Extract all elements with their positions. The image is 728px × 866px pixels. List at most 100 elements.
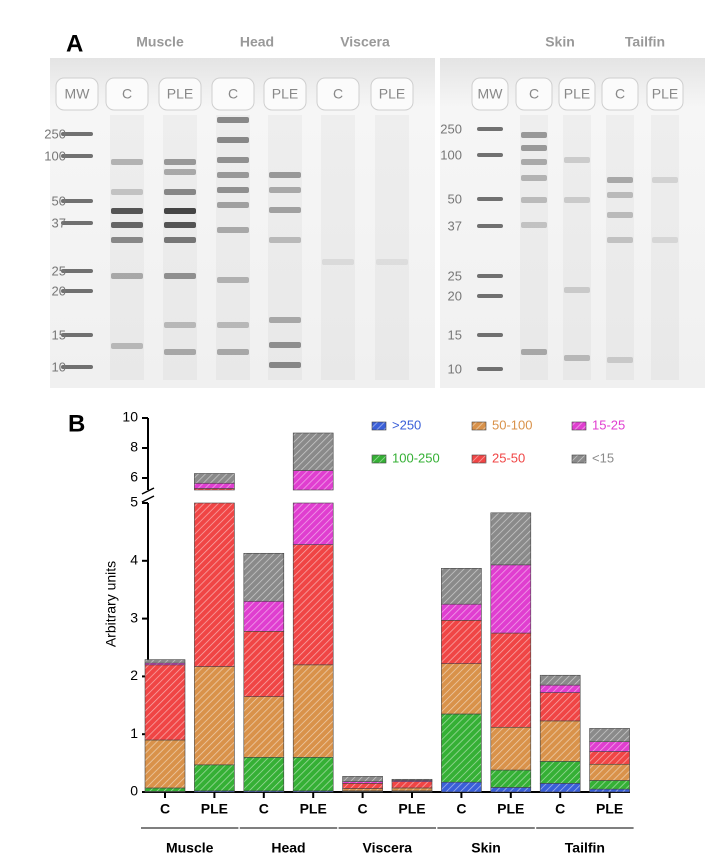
band	[269, 362, 301, 368]
band	[521, 197, 547, 203]
bar-segment	[539, 761, 581, 784]
band	[111, 273, 143, 279]
tissue-label: Head	[240, 34, 274, 50]
band	[217, 322, 249, 328]
axis-break	[141, 487, 155, 495]
band	[269, 317, 301, 323]
bar-segment	[490, 769, 532, 788]
well	[105, 77, 149, 111]
y-tick-label: 2	[130, 667, 138, 683]
band	[164, 159, 196, 165]
well-label: C	[529, 86, 539, 102]
bar-segment	[589, 780, 630, 790]
lane-smear	[321, 115, 355, 380]
bar-segment	[144, 787, 186, 792]
band	[217, 187, 249, 193]
legend-label: <15	[592, 450, 614, 465]
band	[521, 132, 547, 138]
band	[607, 212, 633, 218]
legend-swatch	[471, 454, 487, 464]
bar-segment	[243, 757, 285, 792]
band	[111, 222, 143, 228]
band	[61, 289, 93, 293]
bar-segment	[342, 776, 383, 782]
band	[607, 357, 633, 363]
band	[61, 333, 93, 337]
marker-label: 37	[52, 215, 66, 230]
legend-label: 50-100	[492, 417, 532, 432]
y-tick-label: 4	[130, 552, 138, 568]
bar-segment	[539, 720, 581, 762]
band	[521, 159, 547, 165]
well	[471, 77, 509, 111]
well-label: PLE	[167, 86, 193, 102]
lane-smear	[216, 115, 250, 380]
marker-label: 50	[448, 191, 462, 206]
band	[564, 197, 590, 203]
band	[477, 333, 503, 337]
well-label: C	[333, 86, 343, 102]
legend-swatch	[571, 454, 587, 464]
marker-label: 100	[44, 148, 66, 163]
band	[61, 132, 93, 136]
bar-segment	[194, 473, 235, 484]
band	[164, 349, 196, 355]
bar-segment	[490, 512, 532, 566]
bar-segment	[292, 757, 334, 792]
band	[217, 172, 249, 178]
lane-smear	[163, 115, 197, 380]
well-label: PLE	[272, 86, 298, 102]
well-label: PLE	[379, 86, 405, 102]
bar-segment	[441, 603, 482, 621]
band	[164, 169, 196, 175]
well-label: MW	[478, 86, 504, 102]
lane-smear	[520, 115, 548, 380]
band	[61, 269, 93, 273]
band	[607, 237, 633, 243]
band	[322, 259, 354, 265]
band	[376, 259, 408, 265]
band	[61, 221, 93, 225]
bar-segment	[391, 778, 433, 781]
band	[269, 172, 301, 178]
lane-smear	[268, 115, 302, 380]
tissue-label: Skin	[545, 34, 575, 50]
marker-label: 250	[440, 121, 462, 136]
band	[477, 274, 503, 278]
bar-segment	[589, 751, 630, 765]
well	[316, 77, 360, 111]
legend-label: >250	[392, 417, 421, 432]
band	[477, 367, 503, 371]
well	[646, 77, 684, 111]
y-tick-label: 0	[130, 783, 138, 799]
y-tick-label: 1	[130, 725, 138, 741]
band	[269, 187, 301, 193]
axis-break	[141, 495, 155, 503]
bar-segment	[441, 713, 482, 783]
band	[111, 189, 143, 195]
x-tick-label: C	[456, 801, 466, 817]
band	[521, 145, 547, 151]
well	[55, 77, 99, 111]
bar-segment	[194, 502, 235, 667]
marker-label: 37	[448, 218, 462, 233]
band	[521, 222, 547, 228]
band	[164, 208, 196, 214]
y-tick-label: 8	[130, 439, 138, 455]
well-label: C	[122, 86, 132, 102]
bar-segment	[144, 739, 186, 789]
y-tick-label: 6	[130, 469, 138, 485]
band	[564, 355, 590, 361]
x-tick-label: PLE	[201, 801, 228, 817]
x-tick-label: PLE	[497, 801, 524, 817]
band	[164, 222, 196, 228]
band	[652, 237, 678, 243]
band	[217, 227, 249, 233]
lane-smear	[606, 115, 634, 380]
bar-segment	[243, 696, 285, 758]
band	[477, 294, 503, 298]
tissue-label: Muscle	[136, 34, 184, 50]
legend-label: 100-250	[392, 450, 440, 465]
marker-label: 15	[448, 327, 462, 342]
